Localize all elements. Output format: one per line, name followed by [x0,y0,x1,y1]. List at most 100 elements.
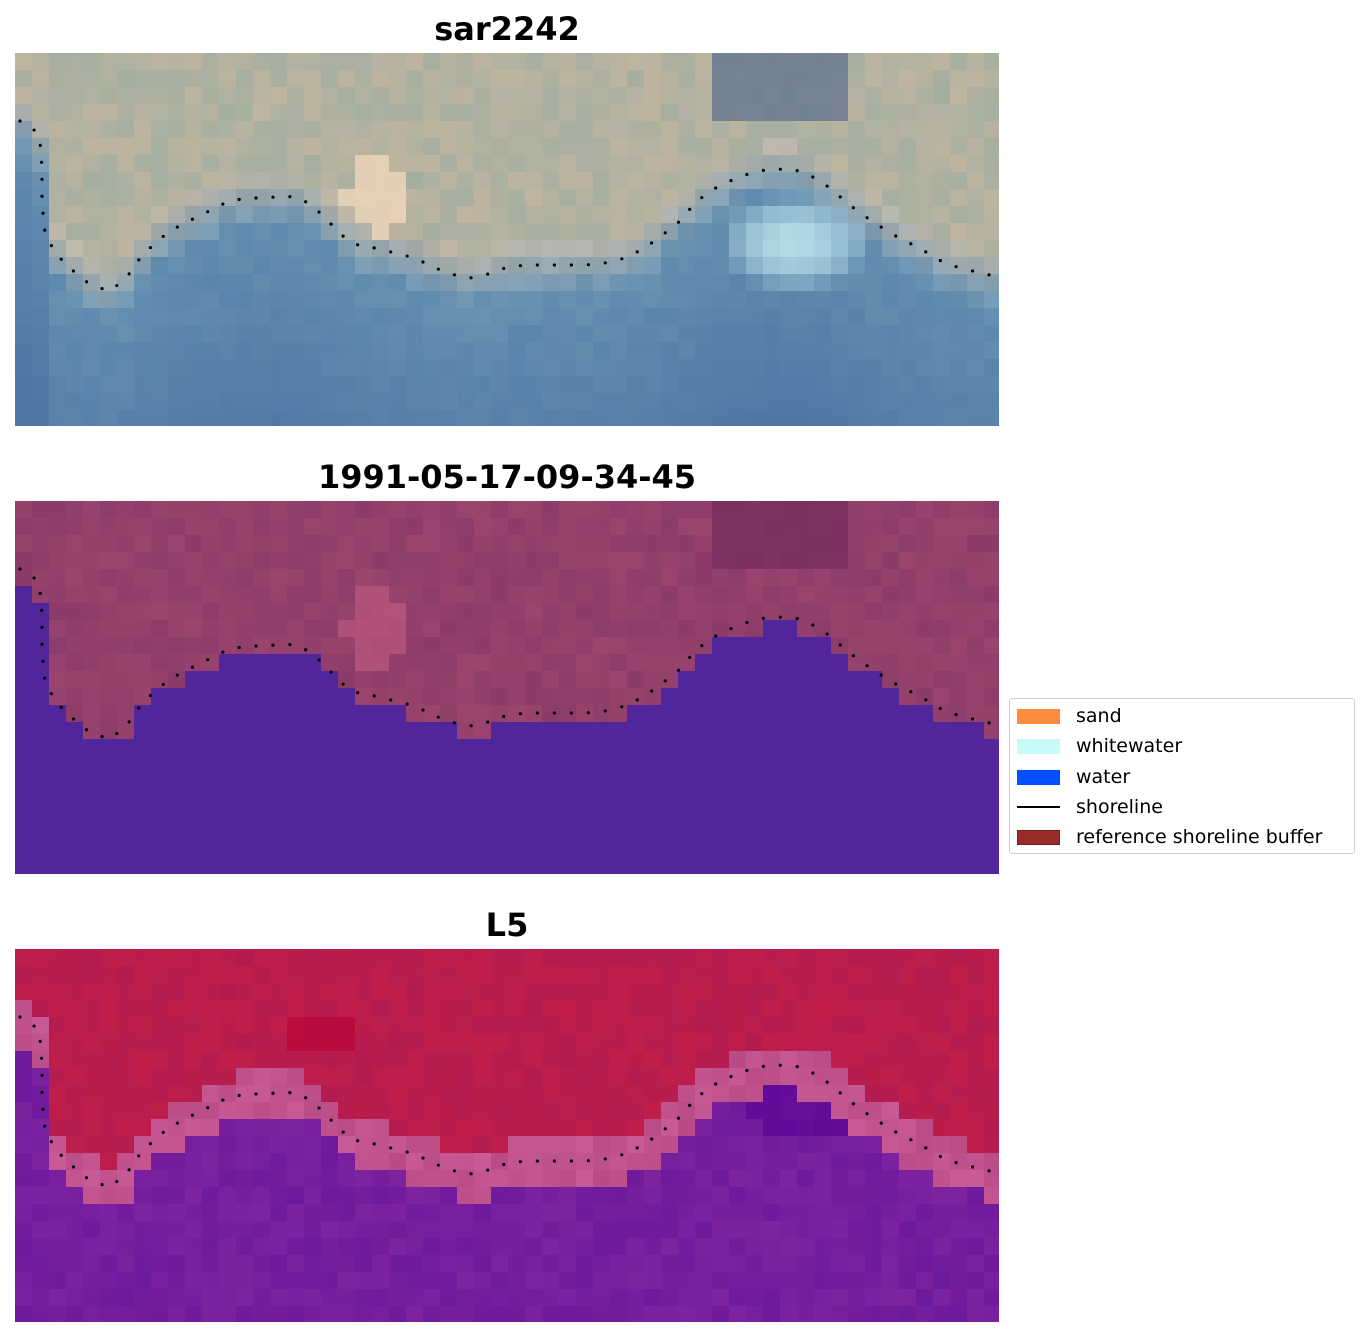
shoreline-point [778,615,782,619]
shoreline-point [879,225,883,229]
shoreline-point [137,1154,141,1158]
shoreline-point [43,228,47,232]
shoreline-point [894,234,898,238]
shoreline-point [729,627,733,631]
shoreline-point [635,250,639,254]
shoreline-point [329,670,333,674]
shoreline-point [40,1073,44,1077]
shoreline-point [987,721,991,725]
shoreline-point [865,664,869,668]
shoreline-point [421,260,425,264]
shoreline-point [909,242,913,246]
shoreline-point [254,1092,258,1096]
legend-item-water: water [1017,766,1130,788]
shoreline-point [288,643,292,647]
index-image-panel [15,949,999,1322]
shoreline-point [71,269,76,273]
legend-swatch-shoreline [1017,800,1060,815]
shoreline-point [39,160,44,164]
shoreline-point [190,217,195,221]
shoreline-point [894,1130,898,1134]
shoreline-point [41,211,45,215]
shoreline-point [603,261,607,265]
legend: sand whitewater water shoreline referenc… [1009,698,1355,854]
legend-label-shoreline: shoreline [1076,796,1163,818]
shoreline-point [650,241,654,245]
shoreline-point [486,272,490,276]
shoreline-point [603,709,607,713]
shoreline-point [518,712,523,716]
shoreline-point [620,1153,624,1157]
shoreline-point [761,1064,765,1069]
shoreline-point [148,1141,153,1146]
shoreline-point [49,244,53,248]
shoreline-point [254,644,258,648]
shoreline-point [745,172,749,177]
shoreline-point [714,186,718,190]
shoreline-point [161,682,165,687]
shoreline-point [745,620,749,625]
shoreline-point [603,1157,607,1161]
shoreline-point [32,576,36,580]
shoreline-point [700,1091,704,1096]
shoreline-point [851,654,855,658]
shoreline-point [341,682,345,686]
shoreline-point [18,567,22,571]
shoreline-point [405,702,409,706]
shoreline-point [552,263,556,267]
shoreline-point [221,1098,225,1102]
shoreline-point [924,1146,928,1150]
pixel-grid [15,501,999,874]
shoreline-point [436,715,440,719]
shoreline-point [663,1127,667,1131]
shoreline-point [569,263,573,267]
shoreline-point [811,175,815,179]
shoreline-point [552,1159,556,1163]
legend-item-reference-buffer: reference shoreline buffer [1017,826,1322,848]
shoreline-point [237,1093,241,1098]
shoreline-point [700,643,704,648]
shoreline-point [663,231,667,235]
shoreline-point [586,1159,590,1163]
shoreline-point [452,721,457,725]
shoreline-point [469,724,473,728]
legend-item-sand: sand [1017,705,1122,727]
shoreline-point [729,1075,733,1079]
shoreline-point [304,1096,308,1100]
shoreline-point [761,168,765,173]
shoreline-point [909,1138,913,1142]
shoreline-point [938,1154,942,1159]
shoreline-point [317,658,321,662]
shoreline-point [452,273,457,277]
shoreline-point [535,711,539,715]
shoreline-point [41,659,45,663]
shoreline-point [811,1071,815,1075]
shoreline-point [811,623,815,627]
shoreline-point [676,1116,681,1120]
shoreline-point [676,668,681,672]
shoreline-point [356,691,360,695]
shoreline-point [650,689,654,693]
shoreline-point [620,705,624,709]
shoreline-point [341,1130,345,1134]
shoreline-point [38,591,42,596]
shoreline-point [795,169,799,173]
pixel-grid [15,53,999,426]
shoreline-point [237,645,241,650]
shoreline-point [502,266,506,271]
shoreline-point [987,1169,991,1173]
shoreline-point [851,1102,855,1106]
shoreline-point [635,698,639,702]
shoreline-point [40,1090,44,1094]
shoreline-point [745,1068,749,1073]
shoreline-point [865,216,869,220]
shoreline-point [304,648,308,652]
shoreline-point [469,276,473,280]
shoreline-point [148,693,153,698]
rgb-image-panel [15,53,999,426]
shoreline-point [954,713,958,717]
shoreline-point [879,673,883,677]
shoreline-point [175,673,179,677]
shoreline-point [894,682,898,686]
shoreline-point [41,1107,45,1111]
